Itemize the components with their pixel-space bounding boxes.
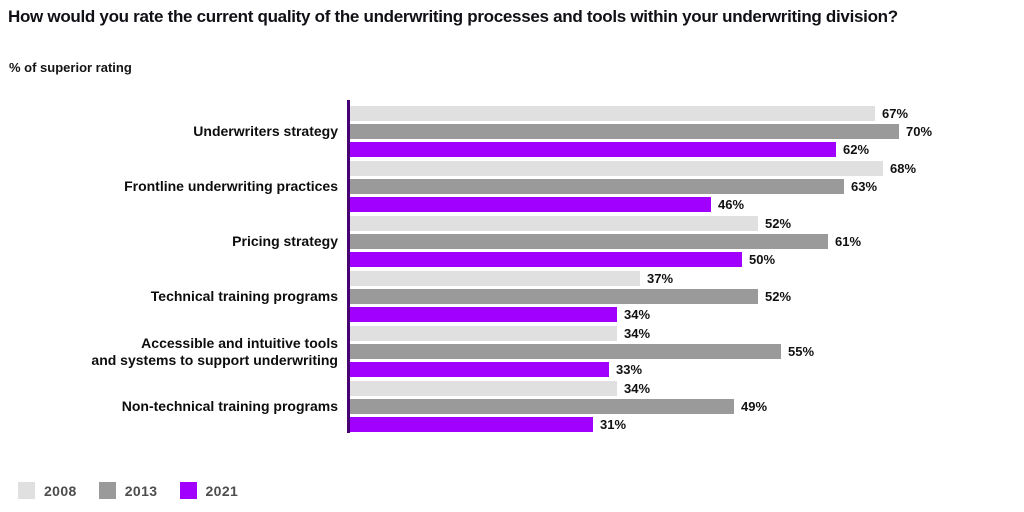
- bar-stack: 37% 52% 34%: [350, 271, 791, 322]
- category-label: Accessible and intuitive tools and syste…: [91, 334, 338, 368]
- legend-label: 2021: [205, 482, 239, 499]
- bar-2008: [350, 271, 640, 286]
- bar-group: Frontline underwriting practices 68% 63% 46…: [0, 161, 1024, 212]
- bar-row-2008: 68%: [350, 161, 916, 176]
- bar-2013: [350, 399, 734, 414]
- value-label: 52%: [765, 289, 792, 304]
- value-label: 31%: [600, 417, 627, 432]
- legend-item-2021: 2021: [179, 482, 239, 499]
- bar-2021: [350, 252, 742, 267]
- bar-stack: 67% 70% 62%: [350, 106, 932, 157]
- value-label: 46%: [718, 197, 745, 212]
- bar-row-2013: 55%: [350, 344, 814, 359]
- bar-row-2008: 37%: [350, 271, 791, 286]
- bar-group: Technical training programs 37% 52% 34%: [0, 271, 1024, 322]
- bar-2013: [350, 344, 781, 359]
- value-label: 34%: [624, 326, 651, 341]
- bar-2008: [350, 326, 617, 341]
- value-label: 68%: [890, 161, 917, 176]
- bar-group: Accessible and intuitive tools and syste…: [0, 326, 1024, 377]
- bar-row-2008: 52%: [350, 216, 861, 231]
- legend-item-2008: 2008: [18, 482, 77, 499]
- bar-groups: Underwriters strategy 67% 70% 62% Frontline …: [0, 106, 1024, 436]
- bar-row-2013: 49%: [350, 399, 767, 414]
- bar-2021: [350, 307, 617, 322]
- value-label: 52%: [765, 216, 792, 231]
- bar-stack: 52% 61% 50%: [350, 216, 861, 267]
- category-label: Underwriters strategy: [193, 123, 338, 139]
- bar-group: Non-technical training programs 34% 49% 31%: [0, 381, 1024, 432]
- legend-item-2013: 2013: [98, 482, 158, 499]
- bar-2013: [350, 179, 844, 194]
- value-label: 34%: [624, 307, 651, 322]
- value-label: 62%: [843, 142, 870, 157]
- bar-row-2021: 46%: [350, 197, 916, 212]
- bar-row-2021: 31%: [350, 417, 767, 432]
- chart-subtitle: % of superior rating: [9, 60, 132, 75]
- legend-label: 2008: [44, 482, 77, 499]
- value-label: 34%: [624, 381, 651, 396]
- category-label: Technical training programs: [150, 288, 338, 304]
- value-label: 33%: [616, 362, 643, 377]
- bar-row-2021: 50%: [350, 252, 861, 267]
- chart-title: How would you rate the current quality o…: [8, 7, 898, 26]
- bar-stack: 68% 63% 46%: [350, 161, 916, 212]
- legend-swatch-2008: [18, 482, 35, 499]
- bar-2008: [350, 161, 883, 176]
- bar-chart: Underwriters strategy 67% 70% 62% Frontline …: [0, 100, 1024, 434]
- category-label: Pricing strategy: [232, 233, 338, 249]
- bar-group: Pricing strategy 52% 61% 50%: [0, 216, 1024, 267]
- value-label: 37%: [647, 271, 674, 286]
- bar-stack: 34% 49% 31%: [350, 381, 767, 432]
- bar-2021: [350, 197, 711, 212]
- bar-2021: [350, 142, 836, 157]
- category-label: Frontline underwriting practices: [124, 178, 338, 194]
- bar-2021: [350, 362, 609, 377]
- legend-label: 2013: [124, 482, 158, 499]
- value-label: 63%: [851, 179, 878, 194]
- bar-row-2008: 34%: [350, 381, 767, 396]
- value-label: 55%: [788, 344, 815, 359]
- value-label: 67%: [882, 106, 909, 121]
- value-label: 61%: [835, 234, 862, 249]
- bar-stack: 34% 55% 33%: [350, 326, 814, 377]
- bar-group: Underwriters strategy 67% 70% 62%: [0, 106, 1024, 157]
- bar-row-2021: 33%: [350, 362, 814, 377]
- bar-2008: [350, 381, 617, 396]
- y-axis-line: [347, 100, 350, 433]
- bar-row-2013: 52%: [350, 289, 791, 304]
- value-label: 50%: [749, 252, 776, 267]
- legend: 2008 2013 2021: [18, 482, 238, 499]
- bar-2008: [350, 216, 758, 231]
- bar-2008: [350, 106, 875, 121]
- bar-row-2008: 67%: [350, 106, 932, 121]
- legend-swatch-2013: [98, 482, 116, 499]
- value-label: 49%: [741, 399, 768, 414]
- bar-row-2013: 70%: [350, 124, 932, 139]
- bar-row-2008: 34%: [350, 326, 814, 341]
- bar-row-2013: 61%: [350, 234, 861, 249]
- bar-2013: [350, 124, 899, 139]
- bar-row-2021: 34%: [350, 307, 791, 322]
- legend-swatch-2021: [179, 482, 197, 499]
- bar-2021: [350, 417, 593, 432]
- value-label: 70%: [906, 124, 933, 139]
- bar-row-2021: 62%: [350, 142, 932, 157]
- bar-2013: [350, 289, 758, 304]
- bar-2013: [350, 234, 828, 249]
- bar-row-2013: 63%: [350, 179, 916, 194]
- category-label: Non-technical training programs: [121, 398, 338, 414]
